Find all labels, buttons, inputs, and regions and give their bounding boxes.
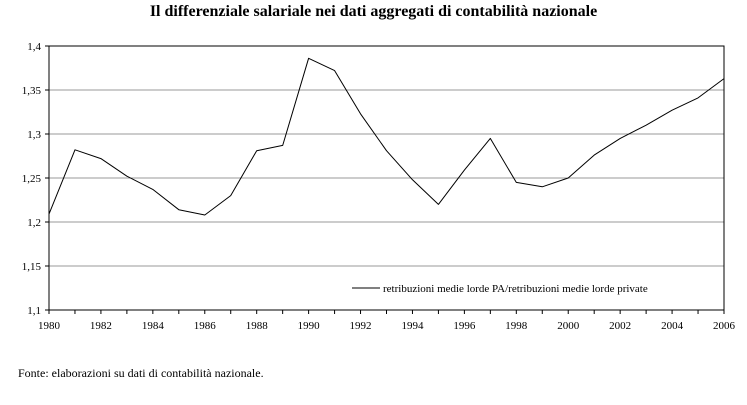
gridlines	[49, 89, 724, 267]
x-tick-label: 1980	[38, 320, 61, 332]
chart-title: Il differenziale salariale nei dati aggr…	[149, 3, 598, 20]
x-tick-label: 2000	[557, 320, 580, 332]
x-tick-label: 1988	[246, 320, 269, 332]
y-tick-label: 1,35	[22, 85, 42, 97]
y-tick-label: 1,25	[22, 173, 42, 185]
y-tick-label: 1,15	[22, 261, 42, 273]
x-tick-label: 2002	[609, 320, 631, 332]
x-tick-label: 1984	[142, 320, 165, 332]
y-tick-label: 1,2	[27, 217, 41, 229]
x-tick-label: 1992	[350, 320, 372, 332]
source-note: Fonte: elaborazioni su dati di contabili…	[18, 366, 264, 380]
x-tick-label: 1996	[453, 320, 476, 332]
y-axis: 1,1 1,15 1,2 1,25 1,3 1,35 1,4	[22, 41, 49, 317]
y-tick-label: 1,4	[27, 41, 41, 53]
legend: retribuzioni medie lorde PA/retribuzioni…	[352, 283, 648, 295]
x-axis: 1980 1982 1984 1986 1988 1990 1992 1994 1996 1998…	[38, 310, 736, 332]
x-tick-label: 1986	[194, 320, 217, 332]
x-tick-label: 1990	[298, 320, 321, 332]
x-tick-label: 2006	[713, 320, 736, 332]
series-layer	[48, 57, 725, 216]
y-tick-label: 1,1	[27, 305, 41, 317]
series-line	[48, 57, 725, 216]
x-tick-label: 1998	[505, 320, 528, 332]
x-tick-label: 2004	[661, 320, 684, 332]
x-tick-label: 1982	[90, 320, 112, 332]
y-tick-label: 1,3	[27, 129, 41, 141]
legend-label: retribuzioni medie lorde PA/retribuzioni…	[383, 283, 648, 295]
x-tick-label: 1994	[401, 320, 424, 332]
